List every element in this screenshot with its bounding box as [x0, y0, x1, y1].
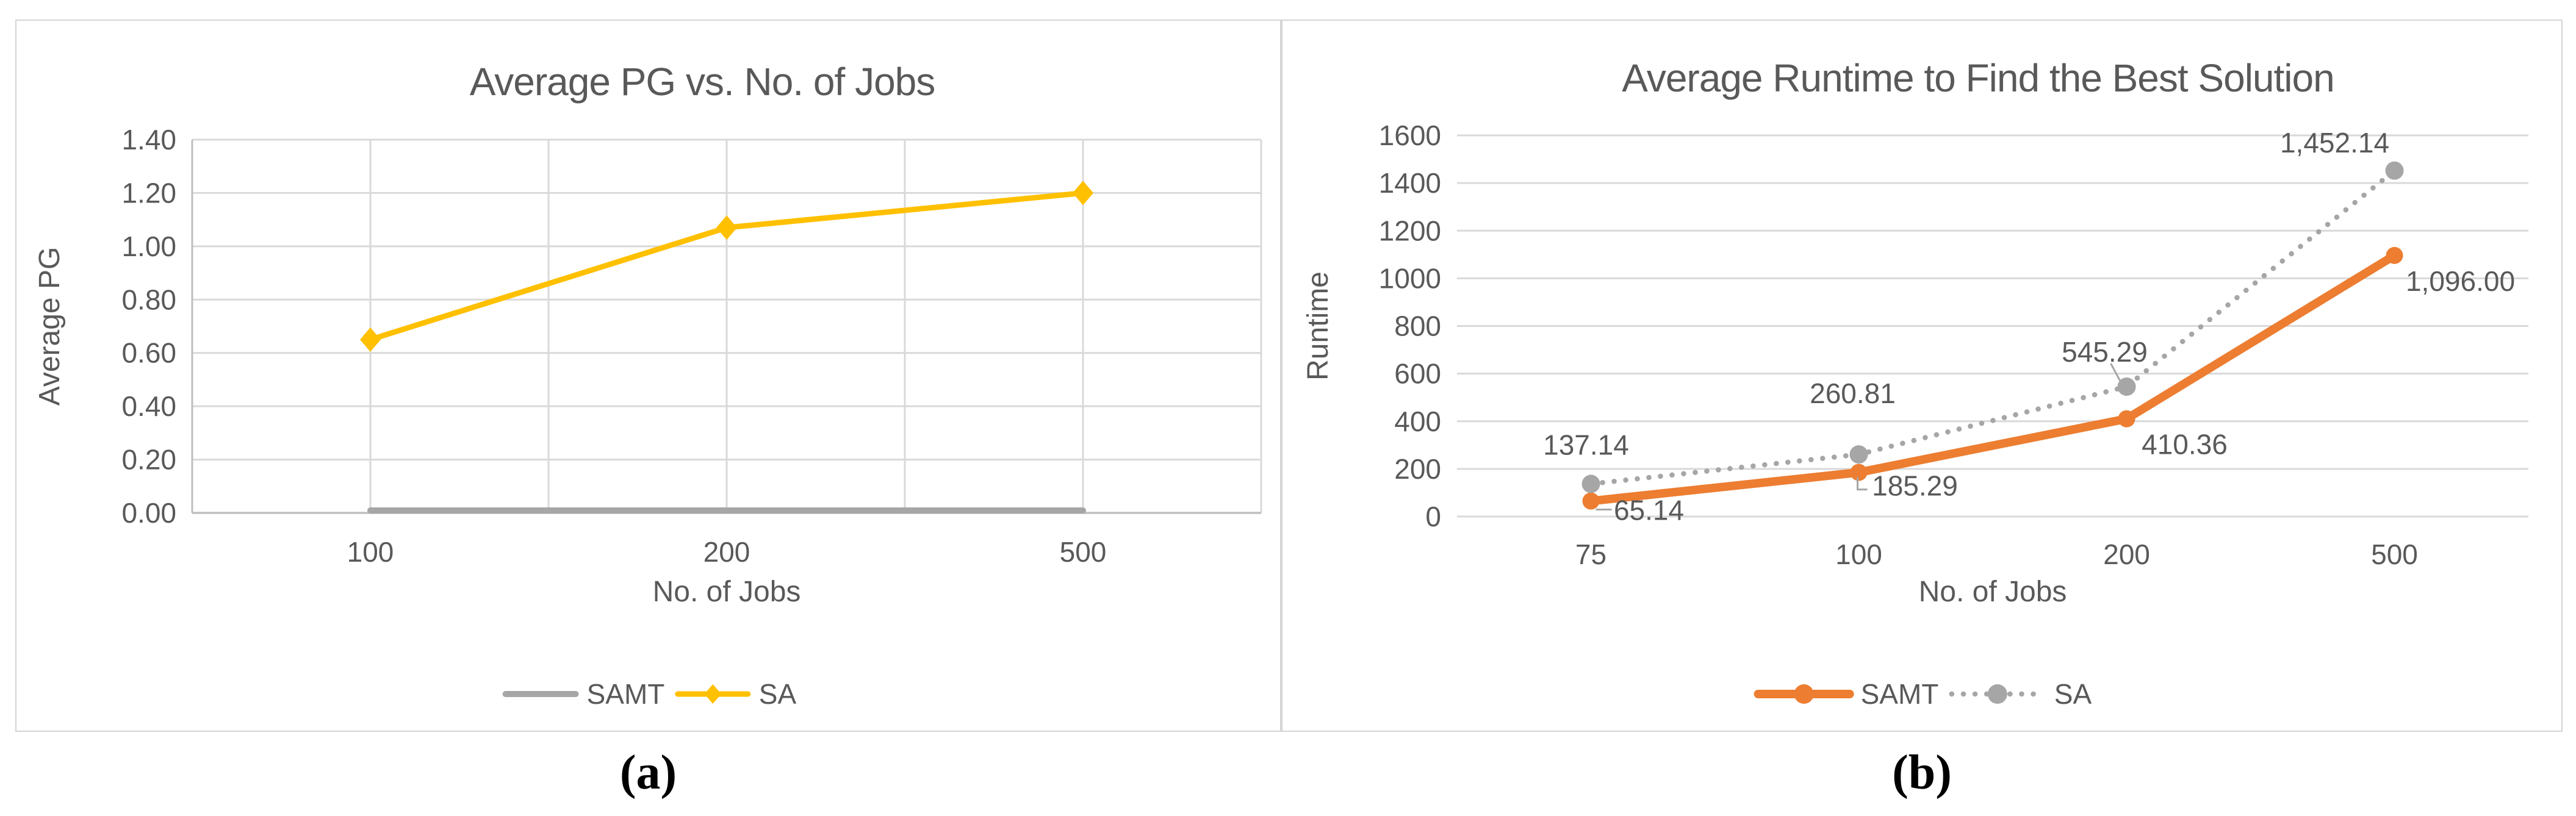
- data-point-marker: [1849, 445, 1868, 464]
- average-pg-vs-jobs-chart: Average PG vs. No. of Jobs 0.00 0.20 0.40 0.…: [34, 60, 1262, 710]
- y-tick-label: 1.00: [121, 231, 176, 262]
- data-point-marker: [2118, 410, 2135, 428]
- x-tick-label: 100: [347, 536, 394, 568]
- gridlines: [1457, 134, 2528, 518]
- legend-item-samt: SAMT: [1754, 678, 1939, 710]
- y-tick-label: 400: [1394, 406, 1441, 437]
- series-line: [1586, 251, 2399, 506]
- data-point-marker: [1581, 474, 1600, 493]
- panel-average-runtime-chart: 65.14 185.29 410.36 1,096.00 137.14 260.81 545…: [1281, 20, 2563, 732]
- subfigure-caption-b: (b): [1892, 746, 1952, 800]
- average-runtime-chart: 65.14 185.29 410.36 1,096.00 137.14 260.81 545…: [1302, 56, 2528, 710]
- x-axis-title: No. of Jobs: [1919, 576, 2067, 608]
- legend-item-samt: SAMT: [502, 678, 665, 710]
- legend-item-sa: SA: [675, 678, 797, 710]
- data-labels-sa: 137.14 260.81 545.29 1,452.14: [1543, 127, 2389, 461]
- y-tick-label: 1600: [1379, 120, 1441, 151]
- data-point-marker: [1582, 492, 1600, 510]
- legend-label: SA: [759, 678, 797, 710]
- x-tick-label: 500: [2371, 539, 2418, 570]
- data-label: 137.14: [1543, 429, 1629, 460]
- data-point-marker: [2385, 161, 2404, 180]
- y-tick-label: 0.80: [121, 284, 176, 315]
- data-point-marker: [716, 215, 737, 240]
- x-axis-title: No. of Jobs: [653, 576, 801, 608]
- data-point-marker: [1073, 181, 1093, 206]
- legend-marker: [704, 684, 722, 704]
- y-tick-label: 1.40: [121, 124, 176, 156]
- y-tick-label: 0.00: [121, 497, 176, 529]
- x-tick-label: 75: [1575, 539, 1606, 570]
- data-point-marker: [2386, 246, 2403, 264]
- data-point-marker: [360, 327, 381, 352]
- y-tick-label: 800: [1394, 310, 1441, 342]
- y-axis-title: Runtime: [1302, 271, 1334, 381]
- y-tick-label: 200: [1394, 453, 1441, 485]
- data-label-leader: [1857, 477, 1868, 491]
- legend: SAMT SA: [502, 678, 797, 710]
- data-label-leader: [2110, 363, 2121, 381]
- data-point-marker: [2117, 377, 2136, 396]
- gridlines: [191, 138, 1262, 514]
- y-tick-label: 1400: [1379, 167, 1441, 199]
- legend: SAMT SA: [1754, 678, 2092, 710]
- subfigure-caption-a: (a): [619, 746, 677, 800]
- chart-title: Average PG vs. No. of Jobs: [470, 60, 935, 104]
- y-axis-title: Average PG: [34, 247, 66, 406]
- x-tick-label: 500: [1060, 536, 1107, 568]
- legend-marker: [1794, 684, 1814, 704]
- y-tick-label: 0: [1425, 501, 1441, 532]
- y-tick-label: 0.60: [121, 337, 176, 369]
- x-tick-label: 200: [703, 536, 750, 568]
- legend-label: SAMT: [587, 678, 665, 710]
- data-point-marker: [1850, 463, 1868, 481]
- y-tick-label: 600: [1394, 358, 1441, 390]
- x-tick-label: 100: [1835, 539, 1882, 570]
- data-label: 65.14: [1614, 495, 1684, 526]
- data-label: 410.36: [2142, 429, 2228, 460]
- data-label: 545.29: [2062, 336, 2148, 368]
- y-tick-label: 1000: [1379, 262, 1441, 294]
- series-sa: [360, 181, 1093, 352]
- y-tick-label: 0.40: [121, 390, 176, 422]
- legend-label: SAMT: [1861, 678, 1939, 710]
- legend-marker: [1987, 684, 2007, 704]
- data-label: 260.81: [1810, 378, 1896, 409]
- legend-item-sa: SA: [1949, 678, 2092, 710]
- series-sa: [1581, 161, 2404, 493]
- y-tick-label: 1200: [1379, 215, 1441, 246]
- y-tick-label: 1.20: [121, 177, 176, 209]
- series-samt: [1582, 246, 2403, 510]
- chart-title: Average Runtime to Find the Best Solutio…: [1622, 56, 2334, 100]
- series-line: [1588, 168, 2397, 487]
- data-label: 1,452.14: [2280, 127, 2389, 159]
- legend-label: SA: [2054, 678, 2092, 710]
- data-label: 1,096.00: [2406, 265, 2515, 297]
- y-tick-label: 0.20: [121, 444, 176, 476]
- panel-average-pg-chart: Average PG vs. No. of Jobs 0.00 0.20 0.40 0.…: [15, 20, 1281, 732]
- x-tick-label: 200: [2103, 539, 2150, 570]
- data-label: 185.29: [1872, 470, 1958, 502]
- data-labels-samt: 65.14 185.29 410.36 1,096.00: [1596, 265, 2515, 526]
